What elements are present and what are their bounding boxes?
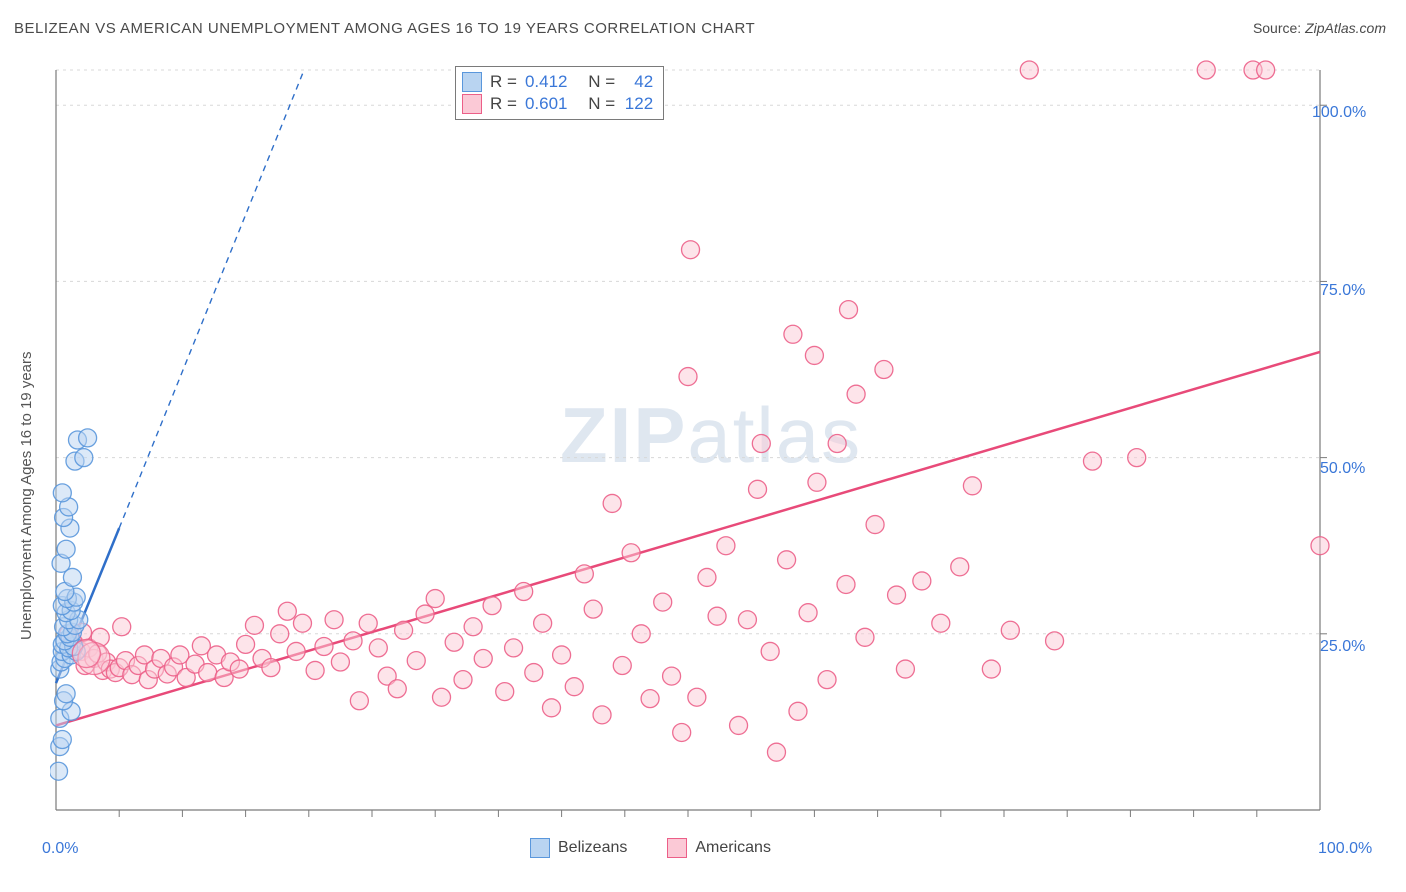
x-tick-label: 100.0% [1318, 840, 1372, 858]
n-label: N = [588, 94, 615, 114]
chart-title: BELIZEAN VS AMERICAN UNEMPLOYMENT AMONG … [14, 20, 1392, 37]
x-tick-label: 0.0% [42, 840, 78, 858]
swatch-belizeans [530, 838, 550, 858]
legend-item-belizeans: Belizeans [530, 838, 627, 858]
correlation-legend: R = 0.412 N = 42 R = 0.601 N = 122 [455, 66, 664, 120]
source-value: ZipAtlas.com [1305, 20, 1386, 36]
swatch-americans [667, 838, 687, 858]
y-tick-label: 100.0% [1312, 104, 1366, 122]
r-label: R = [490, 94, 517, 114]
swatch-americans [462, 94, 482, 114]
y-tick-label: 75.0% [1320, 282, 1365, 300]
n-value-belizeans: 42 [623, 72, 653, 92]
r-label: R = [490, 72, 517, 92]
legend-row-belizeans: R = 0.412 N = 42 [462, 71, 653, 93]
chart-container: BELIZEAN VS AMERICAN UNEMPLOYMENT AMONG … [0, 0, 1406, 892]
legend-item-americans: Americans [667, 838, 771, 858]
n-value-americans: 122 [623, 94, 653, 114]
source-attribution: Source: ZipAtlas.com [1253, 20, 1386, 36]
y-tick-label: 50.0% [1320, 460, 1365, 478]
legend-row-americans: R = 0.601 N = 122 [462, 93, 653, 115]
r-value-belizeans: 0.412 [525, 72, 568, 92]
r-value-americans: 0.601 [525, 94, 568, 114]
series-label-belizeans: Belizeans [558, 839, 627, 857]
series-legend: Belizeans Americans [530, 838, 771, 858]
source-label: Source: [1253, 20, 1301, 36]
y-axis-label: Unemployment Among Ages 16 to 19 years [18, 351, 35, 640]
swatch-belizeans [462, 72, 482, 92]
scatter-plot [50, 60, 1380, 820]
y-tick-label: 25.0% [1320, 638, 1365, 656]
n-label: N = [588, 72, 615, 92]
series-label-americans: Americans [695, 839, 771, 857]
